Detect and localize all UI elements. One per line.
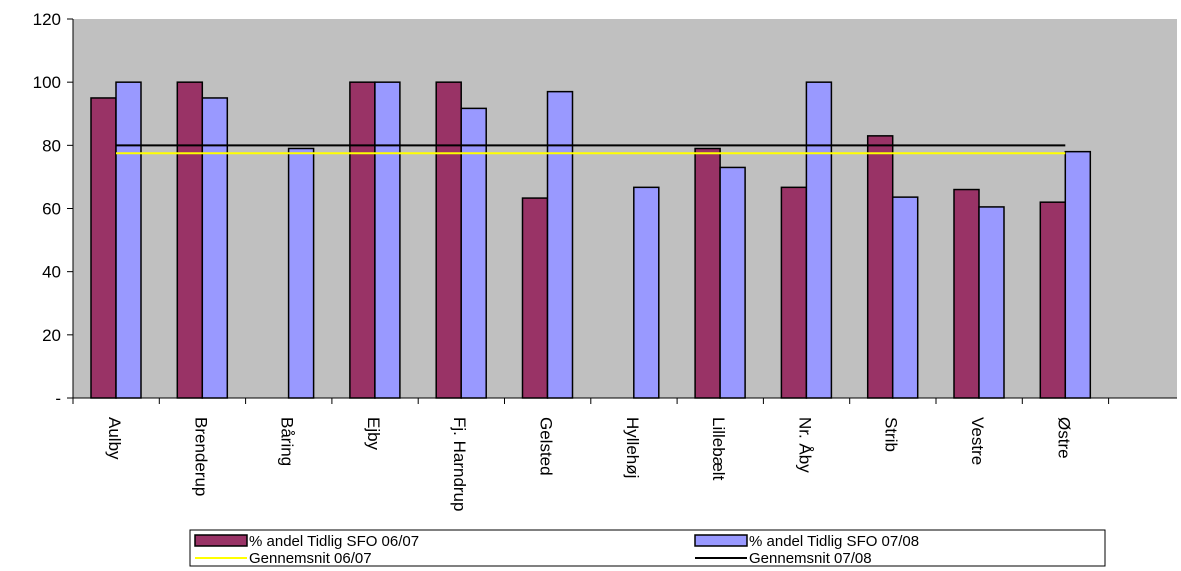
- legend-label-1: % andel Tidlig SFO 06/07: [249, 533, 419, 550]
- y-tick-labels: - 20 40 60 80 100 120: [33, 10, 61, 408]
- legend-swatch-2: [694, 534, 748, 547]
- bar-2-4: [374, 81, 401, 399]
- x-tick-label-4: Ejby: [364, 417, 383, 451]
- y-tick-label-3: 40: [42, 263, 61, 282]
- plot-area: [73, 19, 1177, 398]
- x-tick-label-8: Lillebælt: [709, 417, 728, 481]
- bar-1-10: [866, 135, 894, 399]
- x-tick-labels: Aulby Brenderup Båring Ejby Fj. Harndrup Gels…: [105, 417, 1073, 511]
- x-tick-label-7: Hyllehøj: [623, 417, 642, 478]
- bar-2-12: [1064, 150, 1092, 399]
- bar-1-8: [694, 147, 721, 399]
- y-tick-label-4: 60: [42, 200, 61, 219]
- bar-1-11: [953, 188, 980, 399]
- legend-label-2: % andel Tidlig SFO 07/08: [749, 533, 919, 550]
- bar-1-9: [780, 186, 808, 399]
- bar-1-6: [521, 197, 549, 399]
- bar-1-1: [90, 97, 117, 399]
- bars-group: [90, 81, 1092, 399]
- axes-group: [67, 18, 1177, 404]
- bar-2-11: [978, 206, 1005, 399]
- y-tick-label-7: 120: [33, 10, 61, 29]
- bar-1-12: [1039, 201, 1067, 399]
- x-tick-label-3: Båring: [278, 417, 297, 466]
- x-tick-label-2: Brenderup: [191, 417, 210, 496]
- x-tick-label-6: Gelsted: [537, 417, 556, 476]
- legend-box: [189, 529, 1106, 567]
- bar-2-8: [719, 166, 746, 399]
- x-tick-label-10: Strib: [882, 417, 901, 452]
- bar-2-3: [287, 147, 315, 399]
- x-tick-label-5: Fj. Harndrup: [450, 417, 469, 511]
- x-tick-label-9: Nr. Åby: [795, 417, 814, 473]
- bar-2-10: [891, 196, 919, 399]
- x-tick-label-11: Vestre: [968, 417, 987, 465]
- bar-2-6: [546, 90, 574, 399]
- bar-2-7: [633, 186, 660, 399]
- bar-2-9: [805, 81, 833, 399]
- bar-1-5: [435, 81, 462, 399]
- y-tick-label-5: 80: [42, 136, 61, 155]
- y-tick-label-2: 20: [42, 326, 61, 345]
- y-tick-label-6: 100: [33, 73, 61, 92]
- bar-1-2: [176, 81, 204, 399]
- legend: % andel Tidlig SFO 06/07 % andel Tidlig S…: [189, 529, 1106, 567]
- legend-label-4: Gennemsnit 07/08: [749, 550, 872, 567]
- bar-2-5: [460, 107, 487, 399]
- bar-2-2: [201, 97, 229, 399]
- average-lines-group: [116, 144, 1066, 155]
- bar-2-1: [115, 81, 142, 399]
- x-tick-label-12: Østre: [1054, 417, 1073, 459]
- bar-1-4: [349, 81, 376, 399]
- x-tick-label-1: Aulby: [105, 417, 124, 460]
- y-tick-label-1: -: [55, 389, 61, 408]
- legend-label-3: Gennemsnit 06/07: [249, 550, 372, 567]
- legend-swatch-1: [194, 534, 248, 547]
